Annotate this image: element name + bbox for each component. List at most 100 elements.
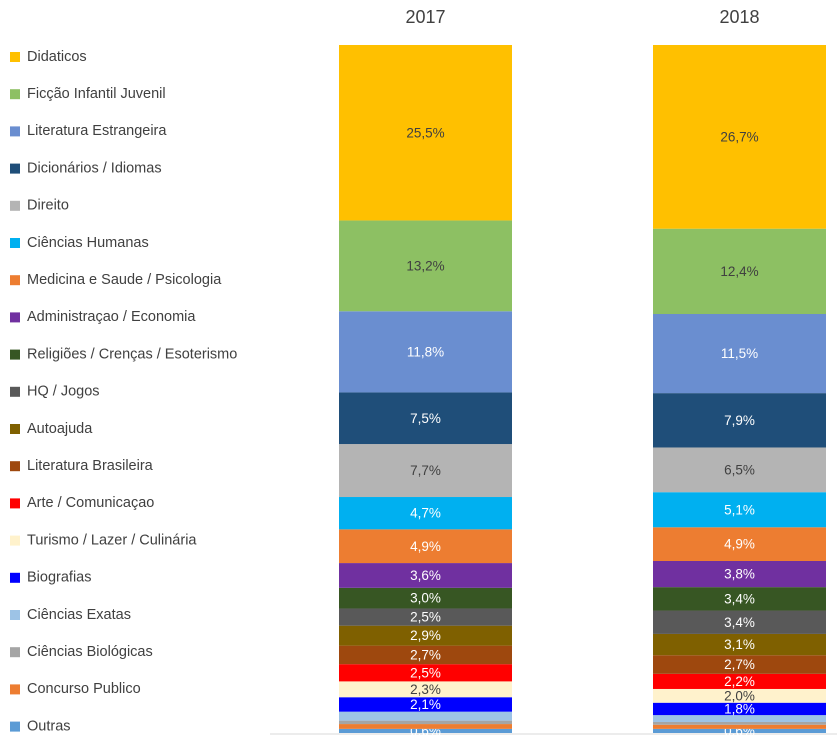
bar-segment (653, 561, 826, 588)
bar-segment (339, 681, 512, 698)
data-label: 2,5% (410, 610, 441, 625)
legend-swatch (10, 684, 20, 695)
data-label: 3,4% (724, 591, 755, 606)
data-label: 25,5% (406, 125, 444, 140)
bar-segment (653, 45, 826, 229)
data-label: 3,6% (410, 568, 441, 583)
bar-segment (339, 587, 512, 609)
data-label: 1,8% (724, 701, 755, 716)
legend-swatch (10, 89, 20, 100)
bar-segment (339, 728, 512, 733)
bar-segment (339, 529, 512, 564)
bar-segment (653, 673, 826, 689)
data-label: 4,9% (724, 537, 755, 552)
legend-label: Administraçao / Economia (27, 309, 196, 325)
bar-segment (653, 633, 826, 656)
data-label: 11,5% (721, 346, 758, 361)
legend-swatch (10, 312, 20, 323)
legend-swatch (10, 275, 20, 286)
legend-label: Concurso Publico (27, 681, 141, 697)
legend-label: Ficção Infantil Juvenil (27, 86, 166, 102)
bar-segment (653, 610, 826, 634)
legend-label: Religiões / Crenças / Esoterismo (27, 346, 237, 362)
data-label: 2,7% (724, 657, 755, 672)
bar-segment (653, 492, 826, 528)
legend-label: Biografias (27, 570, 91, 586)
data-label: 4,7% (410, 506, 441, 521)
bar-segment (653, 393, 826, 448)
bar-segment (653, 314, 826, 394)
legend-label: Autoajuda (27, 421, 93, 437)
data-label: 6,5% (724, 462, 755, 477)
legend-swatch (10, 163, 20, 174)
legend-label: Turismo / Lazer / Culinária (27, 532, 197, 548)
data-label: 2,1% (410, 697, 441, 712)
bar-segment (653, 447, 826, 493)
bar-segment (339, 563, 512, 588)
bar-segment (653, 724, 826, 729)
x-tick-label: 2018 (719, 7, 759, 27)
legend-swatch (10, 572, 20, 583)
legend-label: Arte / Comunicaçao (27, 495, 154, 511)
legend-label: Outras (27, 718, 71, 734)
bar-segment (653, 655, 826, 674)
data-label: 12,4% (720, 264, 758, 279)
bar-segment (653, 587, 826, 611)
data-label: 7,5% (410, 411, 441, 426)
legend-swatch (10, 610, 20, 620)
bar-segment (339, 724, 512, 729)
data-label: 26,7% (720, 129, 758, 144)
bar-segment (653, 702, 826, 716)
bar-segment (653, 228, 826, 315)
bar-segment (653, 721, 826, 725)
bar-segment (339, 711, 512, 721)
bar-segment (339, 645, 512, 665)
legend-label: Dicionários / Idiomas (27, 160, 162, 176)
legend-swatch (10, 498, 20, 509)
data-label: 7,7% (410, 463, 441, 478)
legend-swatch (10, 238, 20, 248)
data-label: 2,7% (410, 647, 441, 662)
data-label: 2,3% (410, 682, 441, 697)
data-label: 11,8% (407, 344, 444, 359)
bar-segment (339, 497, 512, 530)
data-label: 2,2% (724, 674, 755, 689)
data-label: 13,2% (406, 258, 444, 273)
data-label: 5,1% (724, 502, 755, 517)
bar-segment (653, 728, 826, 733)
data-label: 2,9% (410, 628, 441, 643)
bar-segment (339, 720, 512, 725)
bar-segment (653, 688, 826, 703)
bar-segment (339, 608, 512, 626)
legend-label: Ciências Exatas (27, 607, 131, 623)
data-label: 2,5% (410, 665, 441, 680)
bar-segment (339, 664, 512, 682)
bar-segment (653, 527, 826, 561)
bar-segment (339, 697, 512, 712)
bar-segment (339, 45, 512, 221)
legend-label: HQ / Jogos (27, 384, 100, 400)
data-label: 3,8% (724, 567, 755, 582)
legend-label: Didaticos (27, 49, 87, 65)
legend-swatch (10, 349, 20, 360)
data-label: 4,9% (410, 539, 441, 554)
legend-label: Literatura Estrangeira (27, 123, 167, 139)
legend-label: Literatura Brasileira (27, 458, 154, 474)
legend-swatch (10, 461, 20, 472)
x-tick-label: 2017 (405, 7, 445, 27)
legend-swatch (10, 721, 20, 732)
legend-swatch (10, 647, 20, 658)
legend-swatch (10, 535, 20, 546)
data-label: 7,9% (724, 413, 755, 428)
bar-segment (339, 220, 512, 312)
legend-label: Medicina e Saude / Psicologia (27, 272, 222, 288)
bar-segment (339, 392, 512, 445)
bar-segment (653, 715, 826, 722)
data-label: 3,4% (724, 615, 755, 630)
legend-swatch (10, 126, 20, 137)
bar-segment (339, 311, 512, 393)
data-label: 2,0% (724, 688, 755, 703)
legend-swatch (10, 424, 20, 434)
legend-swatch (10, 386, 20, 397)
